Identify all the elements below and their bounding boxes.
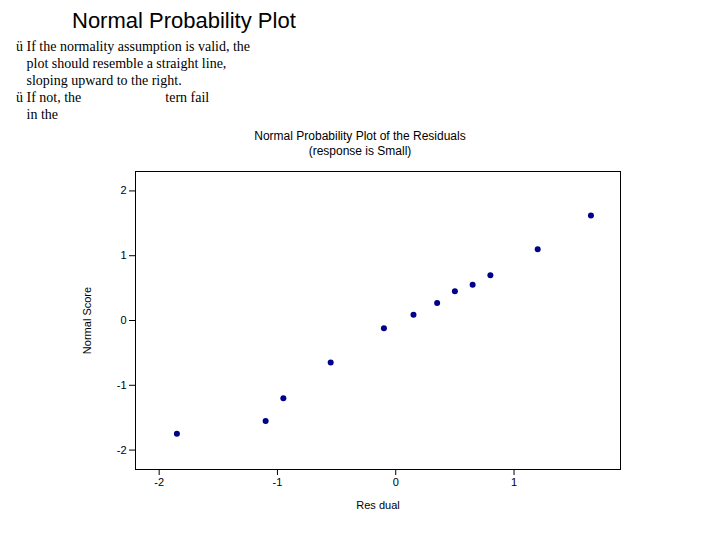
html-text:(response is Small): (response is Small) — [308, 144, 412, 159]
html-text:Normal Probability Plot: Normal Probability Plot — [72, 8, 296, 33]
svg-text:Normal Score: Normal Score — [81, 287, 93, 354]
svg-text:-1: -1 — [273, 477, 283, 489]
html-text:in the: in the — [16, 107, 58, 123]
html-text:ü If the normality assumption: ü If the normality assumption is valid, … — [16, 39, 251, 55]
svg-text:1: 1 — [511, 477, 517, 489]
svg-text:1: 1 — [120, 250, 126, 262]
html-text:plot should resemble a straigh: plot should resemble a straight line, — [16, 56, 227, 72]
svg-text:-2: -2 — [117, 444, 127, 456]
svg-text:Res dual: Res dual — [356, 499, 399, 511]
svg-text:-1: -1 — [117, 379, 127, 391]
svg-text:0: 0 — [393, 477, 399, 489]
html-text:sloping upward to the right.: sloping upward to the right. — [16, 73, 182, 89]
svg-text:-2: -2 — [154, 477, 164, 489]
svg-text:0: 0 — [120, 314, 126, 326]
html-text:ü If not, the tern fail: ü If not, the tern fail — [16, 90, 210, 106]
svg-text:2: 2 — [120, 185, 126, 197]
html-text:Normal Probability Plot of the: Normal Probability Plot of the Residuals — [254, 129, 466, 144]
